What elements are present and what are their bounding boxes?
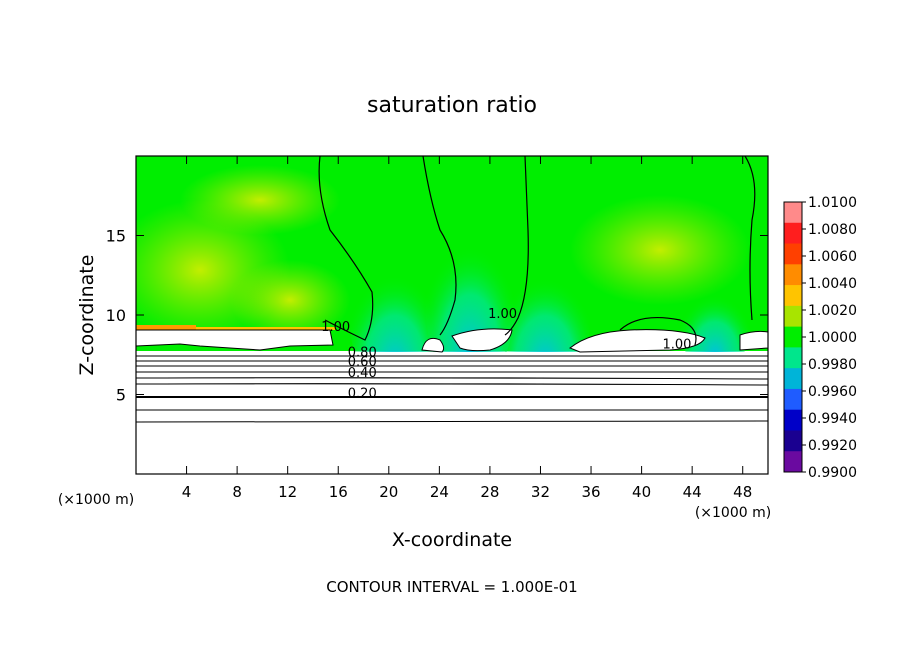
x-tick-label: 40 (632, 483, 651, 501)
contour-line (136, 409, 768, 411)
contour-line (619, 316, 697, 346)
x-axis-label: X-coordinate (392, 529, 512, 551)
contour-label: 0.20 (348, 387, 377, 402)
cloud-region (569, 329, 706, 353)
x-tick-label: 8 (232, 483, 242, 501)
contour-interval-note: CONTOUR INTERVAL = 1.000E-01 (326, 578, 577, 596)
cloud-region (739, 330, 768, 351)
cloud-region (421, 337, 445, 353)
contour-label: 1.00 (663, 337, 692, 352)
x-tick-label: 12 (278, 483, 297, 501)
colorbar-swatch (784, 388, 802, 411)
contour-line (136, 420, 768, 423)
y-axis-unit: (×1000 m) (58, 492, 134, 508)
contour-label: 0.60 (348, 355, 377, 370)
contour-label: 1.00 (321, 320, 350, 335)
colorbar-label: 1.0020 (808, 303, 857, 319)
field-patch-supersaturated (180, 165, 340, 235)
colorbar-swatch (784, 368, 802, 390)
field-strip-supersaturated (196, 327, 336, 330)
plot-area (136, 156, 768, 474)
contour-label: 0.80 (348, 345, 377, 360)
colorbar-swatch (784, 409, 802, 431)
field-patch-supersaturated (230, 260, 350, 340)
x-tick-label: 24 (430, 483, 449, 501)
contour-label: 1.00 (488, 307, 517, 322)
contour-line (136, 383, 768, 386)
contour-labels: 1.00 1.00 1.00 0.800.600.40 0.20 (321, 307, 691, 402)
y-tick-label: 15 (106, 227, 126, 246)
y-axis-label: Z-coordinate (76, 255, 98, 376)
cloud-region (451, 328, 513, 352)
x-axis-unit: (×1000 m) (695, 505, 771, 521)
colorbar-label: 0.9960 (808, 384, 857, 400)
colorbar-swatch (784, 264, 802, 286)
colorbar-swatch (784, 285, 802, 307)
field-lower-white (136, 352, 768, 474)
chart-title: saturation ratio (367, 93, 537, 118)
contour-line (136, 377, 768, 380)
colorbar-label: 0.9900 (808, 465, 857, 481)
colorbar-label: 0.9980 (808, 357, 857, 373)
contour-label: 0.40 (348, 366, 377, 381)
colorbar-swatch (784, 202, 802, 224)
colorbar-label: 0.9920 (808, 438, 857, 454)
colorbar-swatch (784, 326, 802, 348)
x-axis: 4 8 12 16 20 24 28 32 36 40 44 48 (182, 156, 752, 501)
contour-line (422, 156, 457, 336)
colorbar-swatch (784, 243, 802, 265)
x-tick-label: 36 (581, 483, 600, 501)
cloud-region (136, 329, 334, 351)
x-tick-label: 44 (683, 483, 702, 501)
colorbar-label: 1.0060 (808, 249, 857, 265)
x-tick-label: 20 (379, 483, 398, 501)
field-strip-supersaturated (136, 325, 196, 330)
colorbar-label: 1.0000 (808, 330, 857, 346)
x-tick-label: 4 (182, 483, 192, 501)
colorbar-swatch (784, 430, 802, 452)
y-tick-label: 10 (106, 306, 126, 325)
x-tick-label: 32 (531, 483, 550, 501)
colorbar-label: 0.9940 (808, 411, 857, 427)
contour-line (318, 156, 374, 341)
x-tick-label: 16 (329, 483, 348, 501)
colorbar-label: 1.0080 (808, 222, 857, 238)
y-axis: 5 10 15 (106, 227, 768, 405)
colorbar-swatch (784, 451, 802, 473)
contour-line (744, 156, 756, 321)
x-tick-label: 48 (733, 483, 752, 501)
y-tick-label: 5 (116, 386, 126, 405)
x-tick-label: 28 (480, 483, 499, 501)
contour-line (504, 156, 529, 336)
field-patch-subsaturated (680, 275, 750, 375)
colorbar: 1.0100 1.0080 1.0060 1.0040 1.0020 1.0000 0.99… (783, 195, 857, 481)
contour-line (136, 395, 768, 398)
colorbar-swatch (784, 347, 802, 369)
colorbar-swatch (784, 222, 802, 245)
colorbar-label: 1.0040 (808, 276, 857, 292)
colorbar-swatch (784, 305, 802, 328)
colorbar-label: 1.0100 (808, 195, 857, 211)
